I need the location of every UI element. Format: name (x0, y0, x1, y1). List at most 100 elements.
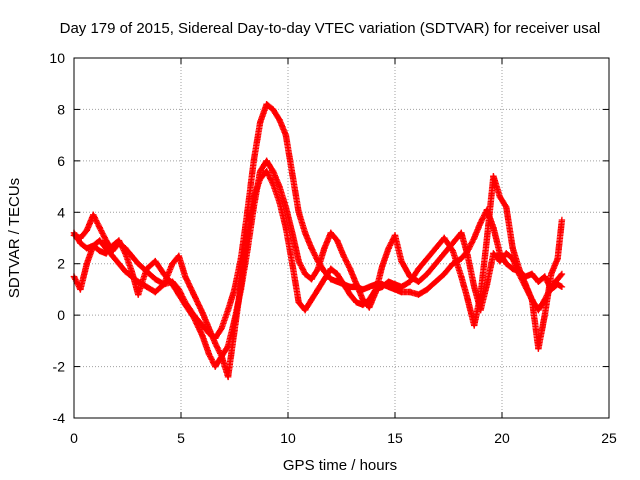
data-point (301, 306, 309, 314)
data-point (503, 203, 510, 211)
y-tick-label: 8 (57, 101, 65, 117)
data-point (152, 257, 159, 265)
data-point (327, 275, 334, 283)
data-point (205, 324, 213, 332)
data-point (115, 237, 123, 244)
data-point (503, 250, 510, 257)
data-point (378, 283, 386, 291)
data-point (269, 167, 277, 175)
data-point (378, 263, 386, 270)
data-point (143, 265, 150, 273)
data-point (83, 227, 91, 234)
data-point (346, 291, 354, 298)
data-point (490, 250, 497, 257)
data-point (391, 281, 399, 288)
data-point (321, 275, 328, 283)
data-point (182, 273, 189, 280)
data-point (152, 288, 159, 296)
data-point (122, 268, 129, 275)
data-point (115, 260, 123, 267)
data-point (423, 255, 431, 262)
data-point (391, 232, 399, 239)
data-point (314, 265, 322, 273)
data-point (490, 173, 497, 180)
data-point (190, 291, 198, 298)
data-point (90, 211, 97, 219)
data-point (458, 273, 465, 280)
data-point (441, 234, 448, 242)
data-point (269, 106, 277, 113)
data-point (96, 237, 103, 244)
data-point (263, 101, 270, 108)
data-point (528, 296, 536, 303)
data-point (515, 265, 523, 273)
data-point (449, 260, 456, 267)
data-point (182, 301, 189, 309)
data-point (366, 283, 373, 291)
data-point (175, 252, 183, 260)
data-point (483, 281, 491, 288)
data-point (237, 281, 245, 288)
data-point (218, 353, 225, 360)
data-point (276, 198, 283, 206)
x-tick-label: 25 (601, 430, 617, 446)
data-point (169, 260, 176, 267)
data-point (449, 247, 456, 255)
data-point (464, 296, 471, 303)
data-point (441, 250, 448, 257)
data-point (218, 324, 225, 332)
data-point (432, 245, 439, 252)
data-point (269, 180, 277, 188)
data-point (160, 270, 168, 278)
data-point (301, 270, 309, 278)
data-point (143, 283, 150, 291)
data-point (398, 257, 405, 265)
data-point (415, 265, 422, 273)
data-point (496, 193, 504, 201)
data-point (477, 291, 484, 298)
data-point (122, 250, 129, 257)
data-point (406, 288, 414, 296)
data-point (415, 278, 422, 285)
data-point (109, 252, 116, 260)
data-point (496, 250, 504, 257)
data-point (423, 286, 431, 293)
data-point (432, 260, 439, 267)
data-point (83, 245, 91, 252)
data-point (366, 304, 373, 311)
y-tick-label: 2 (57, 256, 65, 272)
data-point (175, 291, 183, 298)
data-point (327, 265, 334, 273)
data-point (535, 278, 542, 285)
data-point (308, 296, 315, 303)
data-point (295, 257, 302, 265)
data-point (231, 286, 238, 293)
data-point (441, 270, 448, 278)
data-point (385, 245, 392, 252)
data-point (366, 296, 373, 303)
data-point (385, 278, 392, 285)
x-tick-label: 10 (280, 430, 296, 446)
x-axis-label: GPS time / hours (283, 457, 397, 474)
data-point (276, 116, 283, 123)
data-point (415, 291, 422, 298)
data-point (477, 219, 484, 226)
x-tick-label: 15 (387, 430, 403, 446)
data-point (83, 260, 91, 267)
data-point (522, 281, 529, 288)
data-point (490, 224, 497, 231)
data-point (77, 239, 84, 247)
data-point (224, 373, 232, 381)
data-point (340, 281, 347, 288)
data-point (90, 242, 97, 249)
x-tick-label: 20 (494, 430, 510, 446)
data-point (314, 286, 322, 293)
y-tick-label: 0 (57, 307, 65, 323)
data-point (135, 291, 142, 298)
data-point (301, 229, 309, 237)
data-point (483, 234, 491, 242)
data-point (205, 350, 213, 357)
data-point (135, 260, 142, 267)
data-point (372, 286, 379, 293)
data-point (470, 234, 478, 242)
